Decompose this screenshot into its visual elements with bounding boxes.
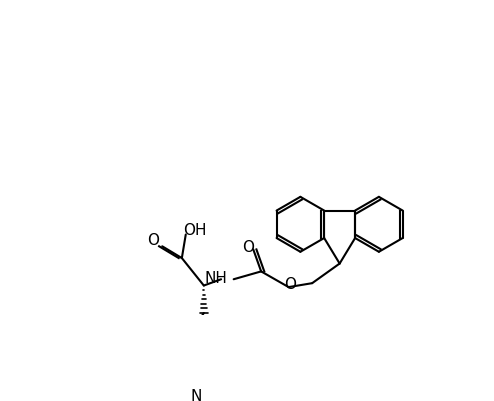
Text: OH: OH: [183, 223, 207, 238]
Text: O: O: [147, 233, 159, 248]
Text: N: N: [191, 388, 202, 401]
Text: O: O: [284, 276, 296, 291]
Text: NH: NH: [205, 271, 227, 286]
Text: O: O: [243, 239, 254, 254]
